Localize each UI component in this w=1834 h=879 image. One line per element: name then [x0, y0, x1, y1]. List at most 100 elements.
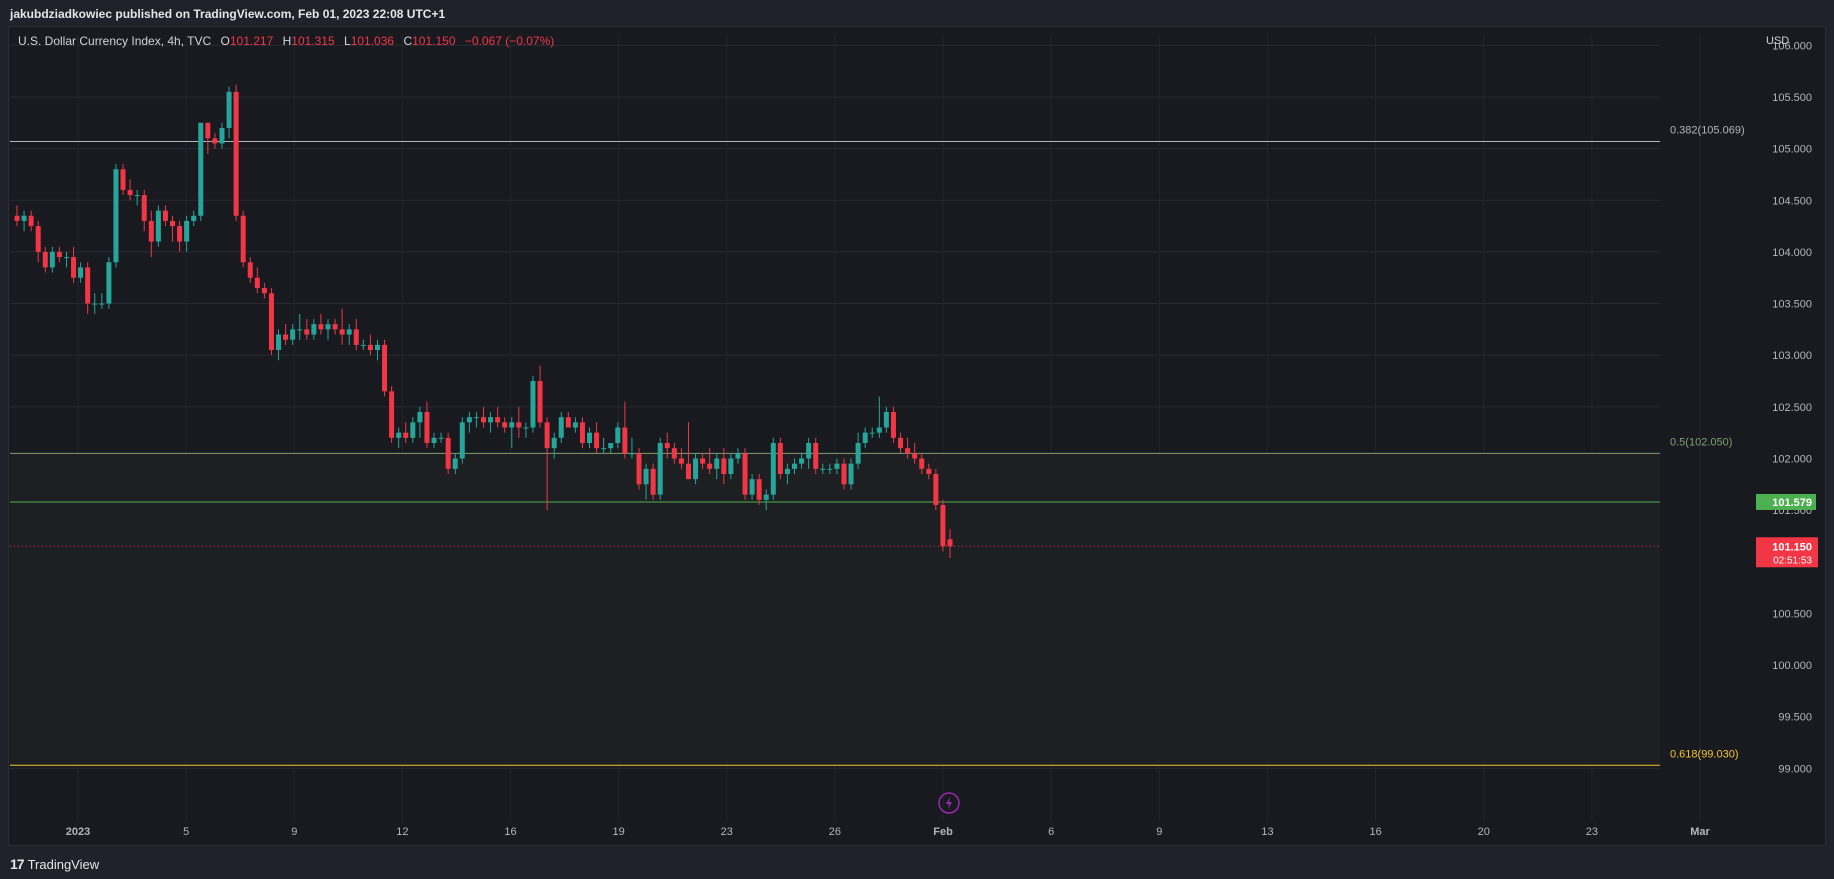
candle-body: [735, 453, 741, 459]
candle-body: [78, 267, 84, 278]
candle-body: [572, 422, 578, 428]
candle-body: [353, 329, 359, 345]
y-tick-label: 99.500: [1778, 712, 1812, 724]
y-tick-label: 100.500: [1772, 608, 1812, 620]
fib-level-label: 0.618(99.030): [1670, 748, 1739, 760]
candle-body: [509, 422, 515, 428]
y-tick-label: 106.000: [1772, 40, 1812, 52]
candle-body: [35, 226, 41, 252]
candle-body: [184, 220, 190, 242]
support-price-tag: [1756, 493, 1816, 510]
candle-body: [382, 344, 388, 392]
candle-body: [523, 427, 529, 429]
candle-body: [240, 215, 246, 263]
candle-body: [85, 267, 91, 304]
candle-body: [940, 504, 946, 547]
candle-body: [92, 303, 98, 305]
candle-body: [459, 422, 465, 459]
candle-body: [261, 288, 267, 294]
candle-body: [367, 344, 373, 351]
candle-body: [488, 417, 494, 423]
x-tick-label: 5: [183, 826, 189, 838]
candle-body: [876, 427, 882, 433]
candle-body: [806, 442, 812, 459]
candle-body: [693, 458, 699, 480]
close-label: C: [403, 34, 413, 48]
candle-body: [898, 437, 904, 449]
y-tick-label: 105.000: [1772, 144, 1812, 156]
currency-label: USD: [1766, 35, 1789, 47]
candle-body: [636, 453, 642, 485]
candle-body: [869, 432, 875, 434]
y-tick-label: 105.500: [1772, 92, 1812, 104]
x-tick-label: 9: [1156, 826, 1162, 838]
candle-body: [374, 344, 380, 351]
candle-body: [339, 329, 345, 335]
high-label: H: [282, 34, 292, 48]
candle-body: [71, 257, 77, 278]
candle-body: [396, 432, 402, 438]
change-value: −0.067 (−0.07%): [464, 34, 555, 48]
candle-body: [247, 262, 253, 278]
candle-body: [191, 215, 197, 221]
candle-body: [565, 417, 571, 428]
candle-body: [615, 427, 621, 443]
y-tick-label: 103.000: [1772, 350, 1812, 362]
candle-body: [389, 391, 395, 438]
candle-body: [601, 448, 607, 450]
candle-body: [678, 458, 684, 464]
candle-body: [177, 226, 183, 242]
candle-body: [721, 458, 727, 474]
candle-body: [657, 442, 663, 495]
candle-body: [297, 329, 303, 331]
candle-body: [650, 468, 656, 495]
candle-body: [481, 417, 486, 423]
candle-body: [579, 422, 585, 443]
y-tick-label: 104.500: [1772, 195, 1812, 207]
candle-body: [530, 381, 536, 428]
candle-body: [42, 251, 48, 268]
candle-body: [919, 458, 925, 469]
candle-body: [254, 277, 260, 289]
candle-body: [360, 344, 366, 346]
candle-body: [410, 422, 416, 438]
x-tick-label: 16: [1369, 826, 1381, 838]
candle-body: [162, 210, 168, 221]
candle-body: [834, 463, 840, 469]
candle-body: [99, 303, 105, 305]
candle-body: [558, 417, 564, 438]
candle-body: [466, 417, 472, 423]
candle-body: [629, 453, 635, 455]
candle-body: [424, 412, 430, 443]
last-price-tag: [1756, 537, 1818, 568]
lightning-icon[interactable]: [938, 792, 960, 814]
chart-legend: U.S. Dollar Currency Index, 4h, TVC O101…: [18, 34, 554, 48]
candle-body: [643, 468, 649, 485]
tv-logo-icon: 17: [10, 856, 25, 872]
low-label: L: [344, 34, 351, 48]
countdown-label: 02:51:53: [1773, 555, 1812, 566]
y-tick-label: 104.000: [1772, 247, 1812, 259]
candle-body: [268, 293, 274, 351]
y-tick-label: 102.000: [1772, 453, 1812, 465]
candle-body: [134, 195, 140, 197]
candle-body: [49, 251, 55, 268]
candle-body: [763, 494, 769, 500]
tradingview-logo[interactable]: 17 TradingView: [10, 856, 99, 872]
candle-body: [841, 463, 847, 485]
candle-body: [933, 473, 939, 505]
candle-body: [63, 257, 69, 259]
x-tick-label: Feb: [933, 826, 953, 838]
candle-body: [283, 334, 289, 340]
candle-body: [883, 412, 889, 428]
candle-body: [495, 417, 501, 423]
candle-body: [827, 468, 833, 470]
candle-body: [290, 329, 296, 340]
x-tick-label: 20: [1478, 826, 1490, 838]
candle-body: [212, 138, 218, 144]
symbol-name: U.S. Dollar Currency Index, 4h, TVC: [18, 34, 212, 48]
candle-body: [155, 210, 161, 242]
candle-body: [770, 442, 776, 495]
candles: [14, 84, 953, 559]
